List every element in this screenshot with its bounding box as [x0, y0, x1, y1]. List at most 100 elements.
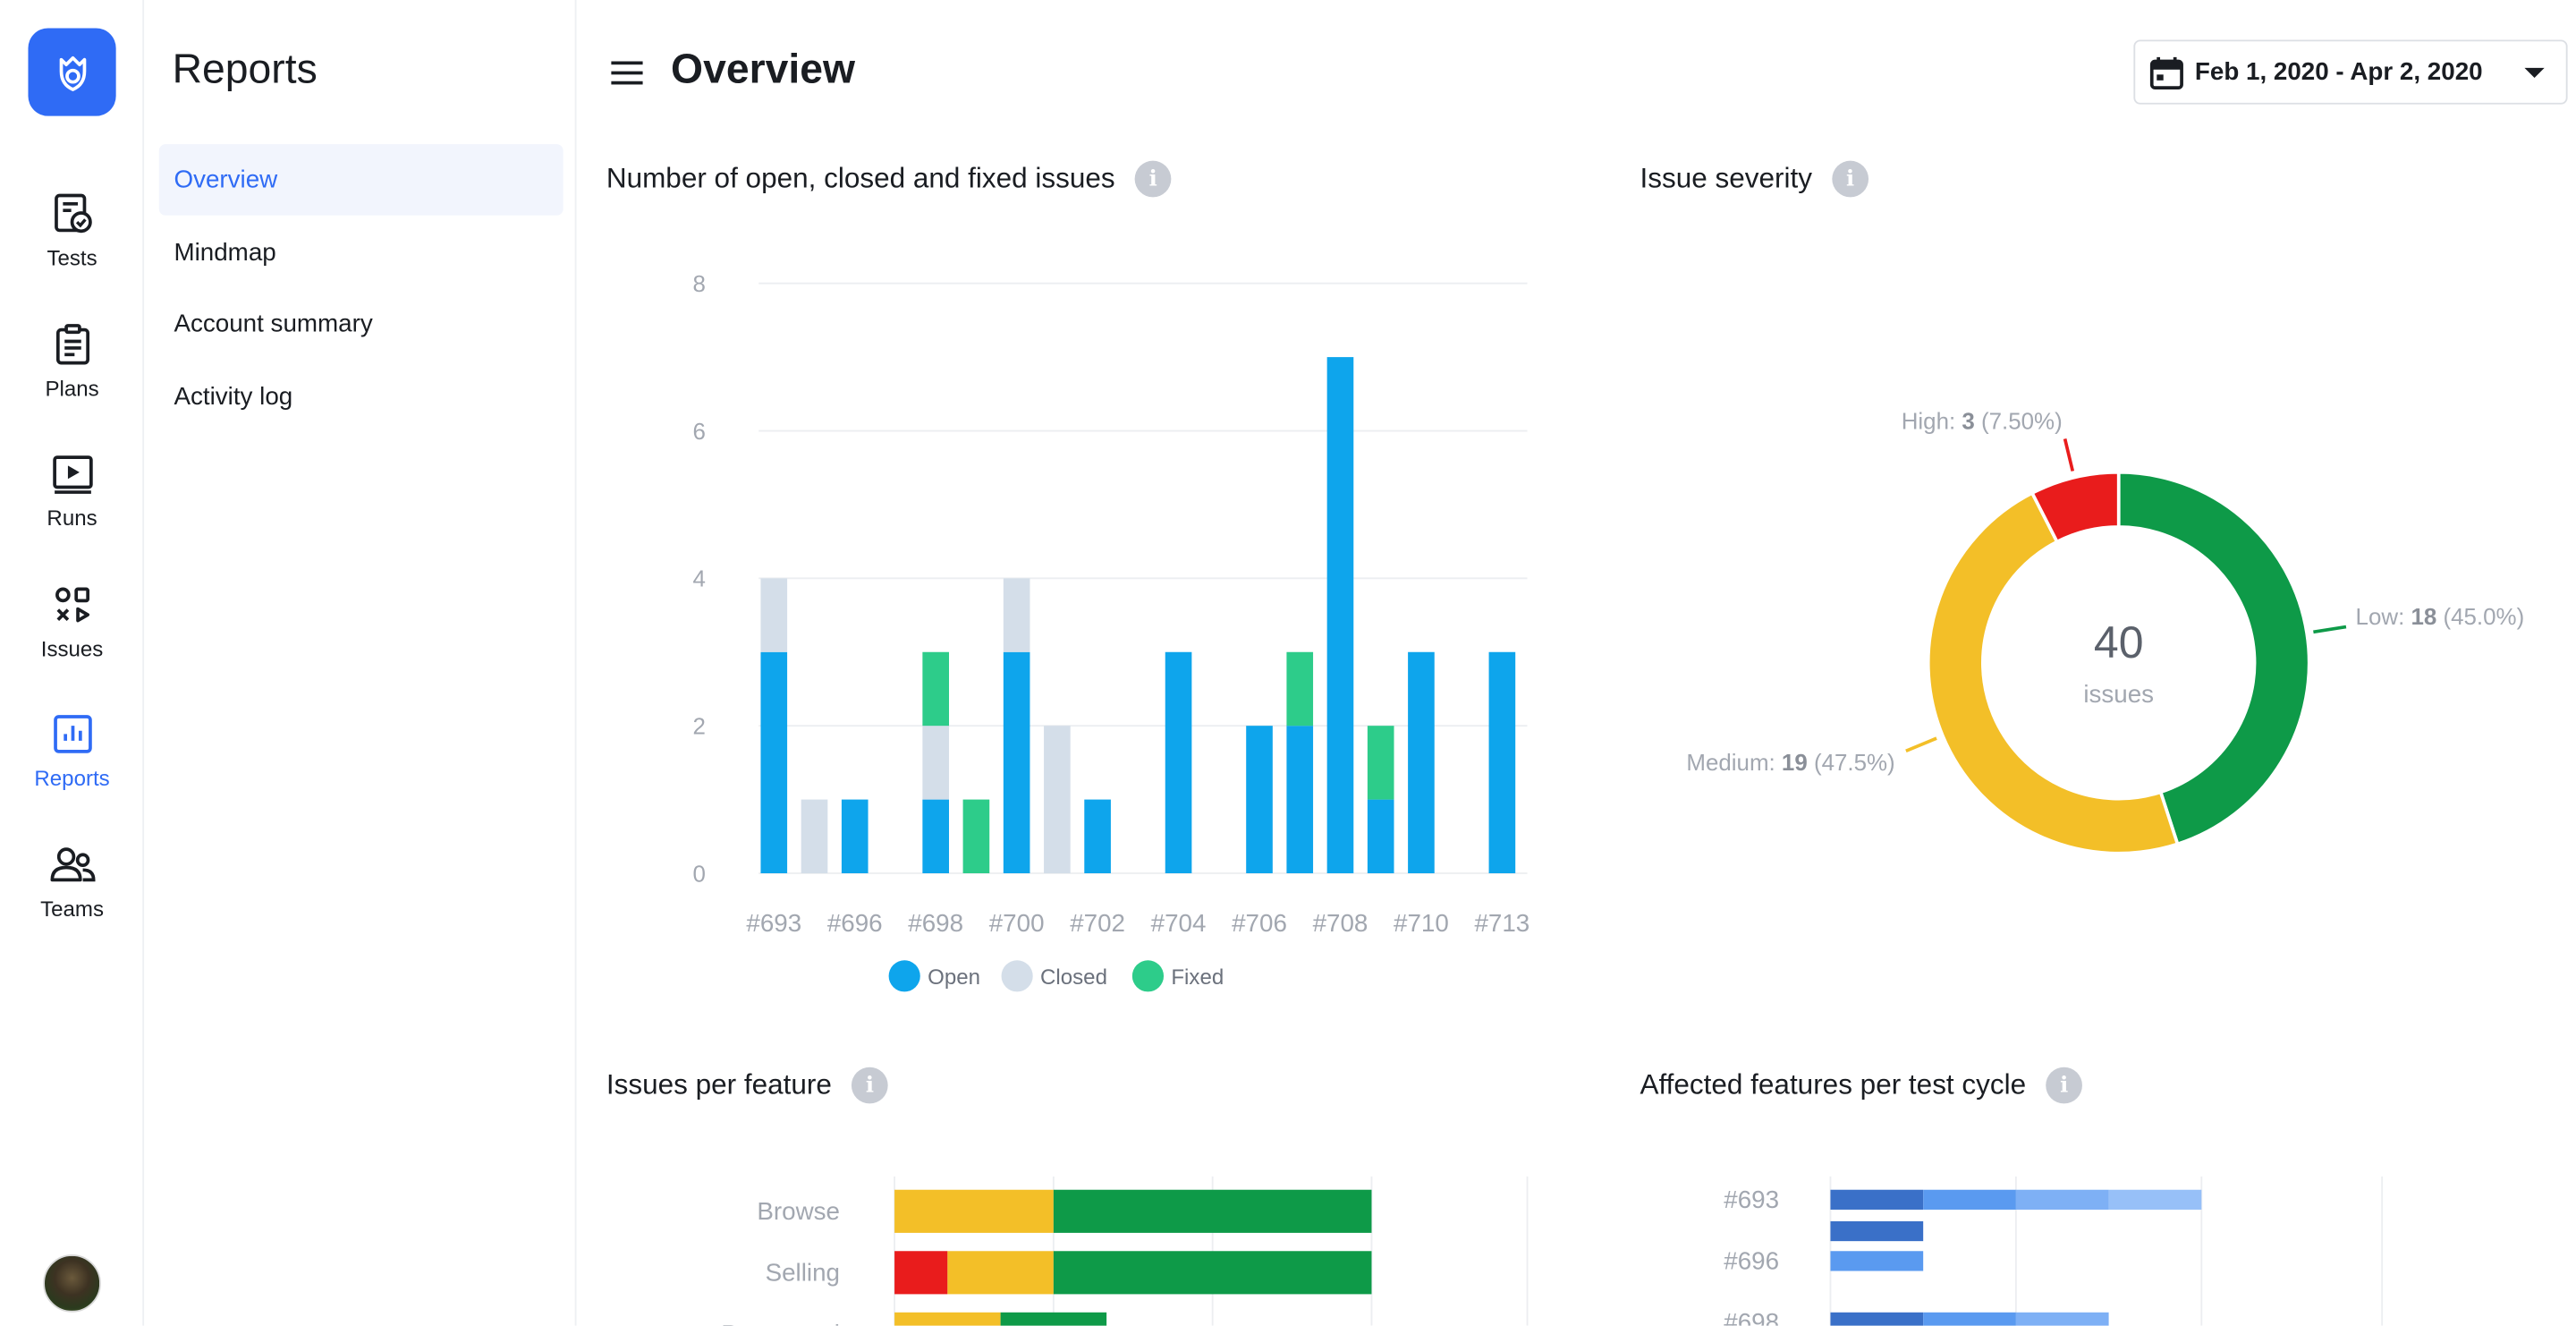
- x-tick-label: #693: [746, 909, 801, 937]
- date-range-value: Feb 1, 2020 - Apr 2, 2020: [2194, 57, 2483, 87]
- bar-open: [1367, 799, 1394, 874]
- menu-toggle-button[interactable]: [606, 53, 649, 92]
- bar-open: [922, 799, 950, 874]
- logo-icon: [58, 55, 86, 90]
- sidebar-item-activity-log[interactable]: Activity log: [174, 382, 293, 412]
- x-tick-label: #708: [1313, 909, 1368, 937]
- issues-per-feature-chart: Browse Selling Post an ad: [721, 1176, 1529, 1326]
- reports-sidebar: Reports Overview Mindmap Account summary…: [144, 0, 577, 1326]
- per-cycle-chart-header: Affected features per test cycle i: [1640, 1067, 2083, 1104]
- y-category-label: Post an ad: [721, 1320, 840, 1325]
- hamburger-icon-line: [611, 81, 643, 85]
- slice-label-medium: Medium: 19 (47.5%): [1686, 751, 1894, 776]
- user-avatar[interactable]: [43, 1254, 101, 1313]
- donut-center-label: issues: [2083, 680, 2154, 708]
- nav-plans[interactable]: Plans: [0, 319, 144, 429]
- nav-runs[interactable]: Runs: [0, 449, 144, 558]
- y-category-label: Selling: [766, 1259, 840, 1287]
- bar-segment: [1923, 1312, 2016, 1326]
- info-icon[interactable]: i: [1134, 160, 1172, 198]
- legend-swatch-closed: [1001, 960, 1033, 992]
- sidebar-item-mindmap[interactable]: Mindmap: [174, 238, 276, 268]
- hamburger-icon-line: [611, 71, 643, 75]
- sidebar-title: Reports: [172, 46, 318, 93]
- bar-open: [1326, 357, 1354, 874]
- slice-label-low: Low: 18 (45.0%): [2356, 605, 2525, 630]
- x-tick-label: #700: [989, 909, 1045, 937]
- sidebar-item-overview[interactable]: Overview: [158, 144, 564, 216]
- y-category-label: #698: [1724, 1308, 1779, 1325]
- nav-runs-label: Runs: [47, 505, 97, 531]
- nav-reports[interactable]: Reports: [0, 710, 144, 819]
- bar-segment: [2015, 1189, 2109, 1210]
- issues-icon: [47, 580, 97, 630]
- legend-swatch-fixed: [1131, 960, 1165, 992]
- bar-open: [1084, 799, 1111, 874]
- nav-issues[interactable]: Issues: [0, 580, 144, 689]
- x-tick-label: #704: [1151, 909, 1207, 937]
- nav-teams-label: Teams: [40, 896, 105, 922]
- leader-line-high: [2063, 438, 2075, 472]
- y-tick-label: 4: [693, 567, 706, 592]
- y-category-label: #696: [1724, 1247, 1779, 1275]
- slice-label-high: High: 3 (7.50%): [1902, 410, 2063, 435]
- bar-low: [1053, 1189, 1372, 1233]
- teams-icon: [47, 840, 97, 890]
- bar-open: [841, 799, 869, 874]
- issues-bar-chart: 0 2 4 6 8 #693 #696 #698 #700 #702 #704 #706 #708 #71…: [693, 272, 1530, 992]
- nav-teams[interactable]: Teams: [0, 840, 144, 949]
- x-tick-label: #706: [1232, 909, 1287, 937]
- app-logo[interactable]: [28, 28, 116, 116]
- per-feature-chart-header: Issues per feature i: [606, 1067, 888, 1104]
- slice-high: [2029, 470, 2121, 544]
- bar-segment: [1830, 1189, 1924, 1210]
- legend-label-fixed: Fixed: [1171, 965, 1224, 990]
- calendar-icon: [2149, 55, 2183, 89]
- bar-high: [894, 1251, 948, 1295]
- sidebar-item-account-summary[interactable]: Account summary: [174, 310, 373, 338]
- bar-medium: [894, 1312, 1001, 1326]
- leader-line-low: [2313, 625, 2347, 634]
- nav-reports-label: Reports: [34, 765, 110, 791]
- runs-icon: [47, 449, 97, 499]
- severity-donut-chart: Low: 18 (45.0%) Medium: 19 (47.5%) High: 3…: [1686, 410, 2525, 855]
- date-range-picker[interactable]: Feb 1, 2020 - Apr 2, 2020: [2133, 39, 2568, 105]
- icon-rail: Tests Plans Runs Issues Reports: [0, 0, 145, 1326]
- severity-chart-title: Issue severity: [1640, 162, 1812, 194]
- bar-segment: [1830, 1220, 1924, 1242]
- bar-closed: [922, 726, 950, 800]
- y-tick-label: 0: [693, 862, 706, 887]
- slice-low: [2116, 470, 2311, 846]
- info-icon[interactable]: i: [1832, 160, 1868, 198]
- bar-segment: [2015, 1312, 2109, 1326]
- info-icon[interactable]: i: [2046, 1067, 2083, 1104]
- bar-closed: [1044, 726, 1071, 874]
- hamburger-icon: [611, 61, 643, 65]
- bar-open: [1165, 651, 1192, 874]
- bar-medium: [947, 1251, 1054, 1295]
- nav-tests[interactable]: Tests: [0, 189, 144, 298]
- bar-medium: [894, 1189, 1054, 1233]
- slice-medium: [1926, 490, 2180, 855]
- legend-swatch-open: [888, 960, 920, 992]
- y-tick-label: 2: [693, 714, 706, 739]
- info-icon[interactable]: i: [852, 1067, 888, 1104]
- bar-open: [1286, 726, 1314, 874]
- y-tick-label: 6: [693, 420, 706, 445]
- page-title: Overview: [671, 46, 855, 93]
- per-feature-chart-title: Issues per feature: [606, 1068, 832, 1101]
- y-category-label: Browse: [757, 1197, 840, 1225]
- features-per-cycle-chart: #693 #696 #698: [1724, 1176, 2384, 1326]
- bar-segment: [1830, 1312, 1924, 1326]
- bar-low: [1053, 1251, 1372, 1295]
- donut-center-value: 40: [2094, 617, 2144, 667]
- per-cycle-chart-title: Affected features per test cycle: [1640, 1068, 2027, 1101]
- issues-chart-header: Number of open, closed and fixed issues …: [606, 160, 1172, 198]
- nav-plans-label: Plans: [45, 376, 99, 402]
- x-tick-label: #698: [908, 909, 963, 937]
- bar-closed: [801, 799, 828, 874]
- bar-open: [1488, 651, 1516, 874]
- leader-line-medium: [1905, 736, 1937, 753]
- plans-icon: [47, 319, 97, 370]
- bar-low: [1000, 1312, 1107, 1326]
